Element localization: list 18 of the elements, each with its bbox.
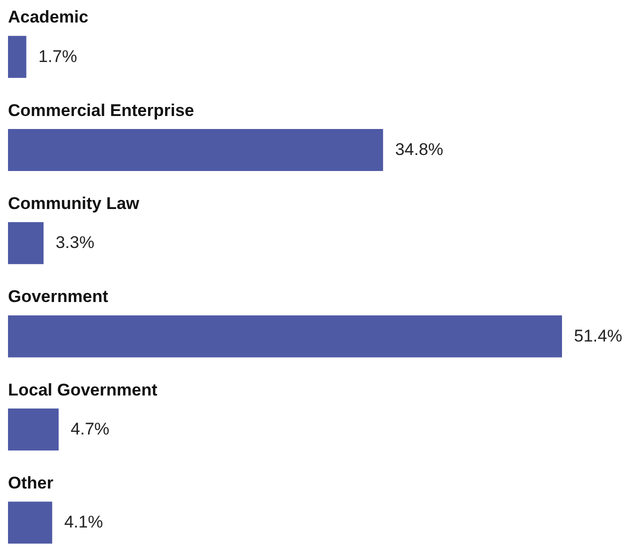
y-tick-label: Commercial Enterprise	[8, 100, 194, 120]
data-label: 34.8%	[395, 140, 444, 159]
bar	[8, 315, 562, 358]
y-tick-label: Local Government	[8, 380, 158, 400]
data-label: 3.3%	[56, 233, 94, 252]
y-tick-label: Community Law	[8, 194, 140, 214]
bar	[8, 408, 59, 450]
bar	[8, 502, 52, 544]
y-tick-label: Government	[8, 287, 108, 306]
data-label: 1.7%	[38, 46, 78, 66]
y-tick-label: Academic	[8, 8, 88, 27]
bar	[8, 222, 44, 264]
bar	[8, 129, 384, 171]
data-label: 4.1%	[64, 512, 103, 532]
bar	[8, 36, 26, 78]
data-label: 51.4%	[574, 326, 622, 346]
y-tick-label: Other	[8, 474, 54, 493]
data-label: 4.7%	[70, 420, 110, 438]
